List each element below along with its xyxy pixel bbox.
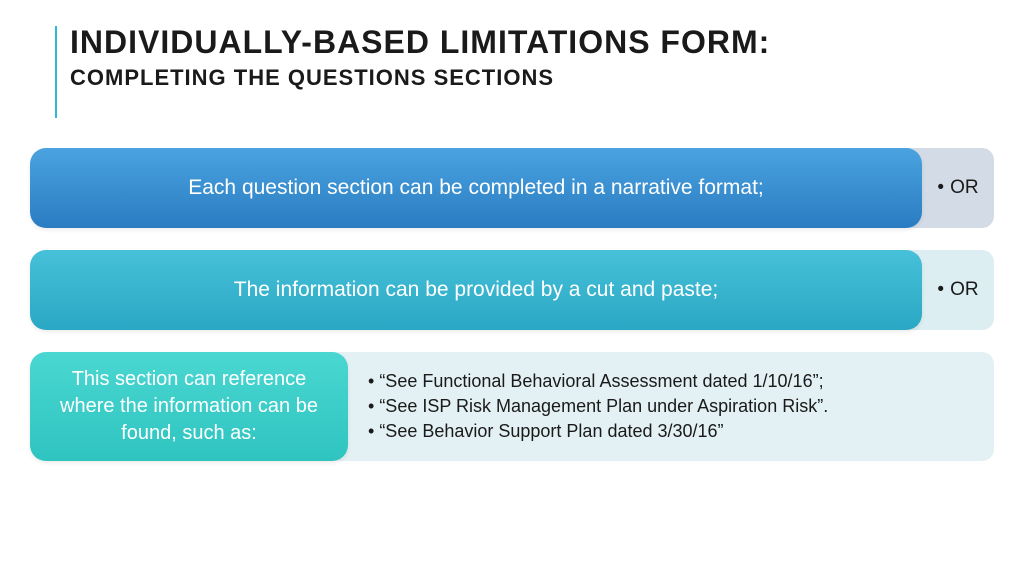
option-row-2: The information can be provided by a cut…	[30, 250, 994, 330]
option-row-2-main: The information can be provided by a cut…	[30, 250, 922, 330]
option-row-1-or: OR	[950, 177, 979, 199]
option-row-1: Each question section can be completed i…	[30, 148, 994, 228]
option-row-1-text: Each question section can be completed i…	[188, 176, 764, 200]
reference-item: “See ISP Risk Management Plan under Aspi…	[368, 394, 982, 419]
reference-list: “See Functional Behavioral Assessment da…	[368, 369, 982, 445]
option-row-3: This section can reference where the inf…	[30, 352, 994, 461]
accent-bar	[55, 26, 57, 118]
reference-item: “See Functional Behavioral Assessment da…	[368, 369, 982, 394]
reference-item: “See Behavior Support Plan dated 3/30/16…	[368, 419, 982, 444]
page-subtitle: COMPLETING THE QUESTIONS SECTIONS	[70, 65, 1024, 91]
option-row-3-right: “See Functional Behavioral Assessment da…	[332, 352, 994, 461]
option-row-2-text: The information can be provided by a cut…	[234, 278, 718, 302]
bullet-icon: •	[937, 279, 944, 301]
header: INDIVIDUALLY-BASED LIMITATIONS FORM: COM…	[0, 0, 1024, 91]
page-title: INDIVIDUALLY-BASED LIMITATIONS FORM:	[70, 24, 1024, 61]
option-row-2-or: OR	[950, 279, 979, 301]
option-row-1-main: Each question section can be completed i…	[30, 148, 922, 228]
option-row-3-left: This section can reference where the inf…	[30, 352, 348, 461]
bullet-icon: •	[937, 177, 944, 199]
option-row-3-left-text: This section can reference where the inf…	[48, 366, 330, 447]
content-rows: Each question section can be completed i…	[30, 148, 994, 461]
